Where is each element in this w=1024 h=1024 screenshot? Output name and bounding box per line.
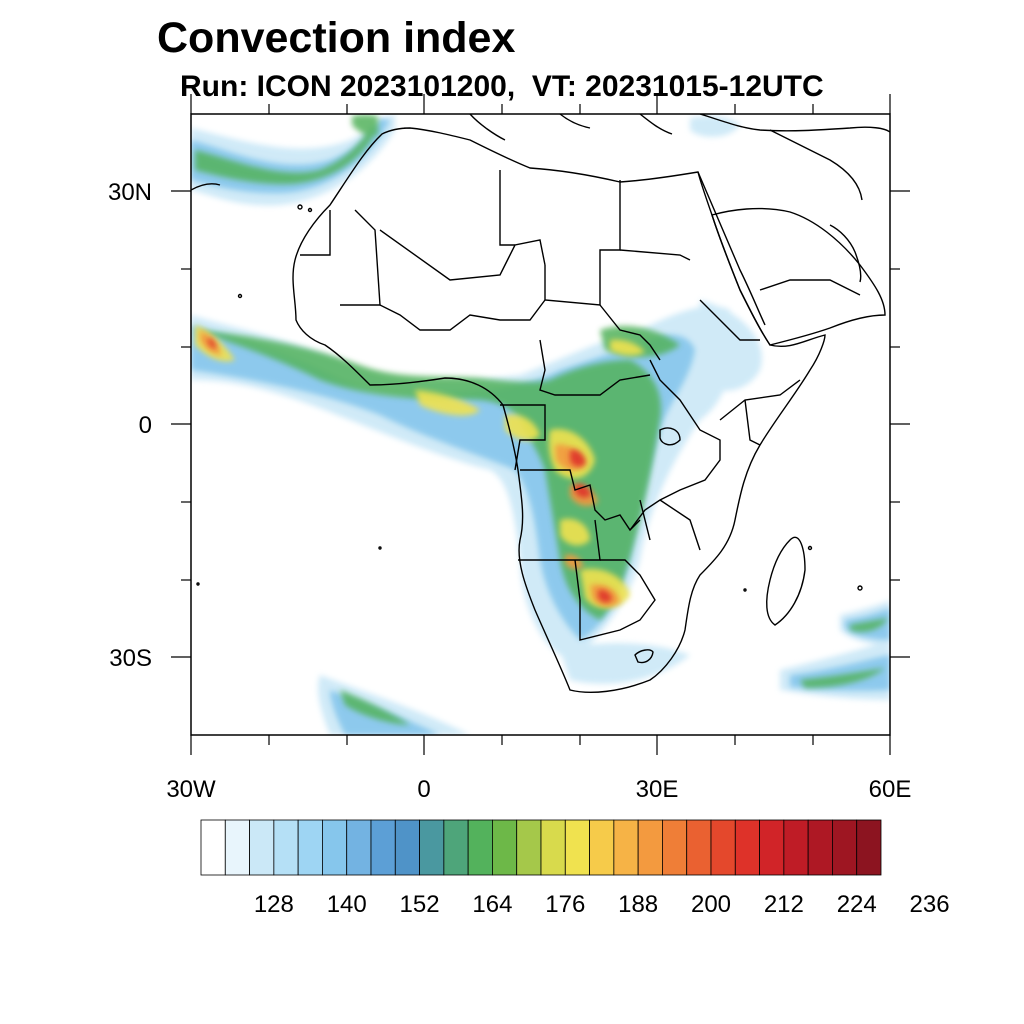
colorbar-label: 212: [764, 891, 804, 918]
colorbar-label: 188: [618, 891, 658, 918]
lat-label-30s: 30S: [109, 645, 152, 672]
colorbar-swatch: [249, 819, 275, 876]
colorbar-swatch: [370, 819, 396, 876]
lon-label-30w: 30W: [166, 776, 216, 803]
lon-label-0: 0: [417, 776, 430, 803]
colorbar-swatch: [564, 819, 590, 876]
colorbar-swatch: [273, 819, 299, 876]
colorbar-swatch: [443, 819, 469, 876]
colorbar-swatch: [832, 819, 858, 876]
colorbar-swatch: [759, 819, 785, 876]
colorbar-swatch: [637, 819, 663, 876]
colorbar-label: 200: [691, 891, 731, 918]
colorbar-swatch: [297, 819, 323, 876]
colorbar-swatch: [807, 819, 833, 876]
colorbar-label: 164: [472, 891, 512, 918]
colorbar-swatch: [224, 819, 250, 876]
lon-label-30e: 30E: [636, 776, 679, 803]
lat-label-30n: 30N: [108, 179, 152, 206]
convection-field: [191, 114, 890, 735]
colorbar-swatch: [856, 819, 882, 876]
colorbar-swatch: [467, 819, 493, 876]
colorbar-swatch: [662, 819, 688, 876]
colorbar-swatch: [589, 819, 615, 876]
colorbar-swatch: [394, 819, 420, 876]
colorbar-swatch: [346, 819, 372, 876]
colorbar-swatch: [516, 819, 542, 876]
coastlines: [191, 114, 890, 694]
colorbar: [200, 819, 882, 876]
colorbar-swatch: [783, 819, 809, 876]
chart-subtitle: Run: ICON 2023101200, VT: 20231015-12UTC: [180, 70, 824, 103]
colorbar-swatch: [492, 819, 518, 876]
colorbar-labels: 128 140 152 164 176 188 200 212 224 236: [254, 891, 950, 918]
colorbar-swatch: [540, 819, 566, 876]
lon-label-60e: 60E: [869, 776, 912, 803]
colorbar-label: 176: [545, 891, 585, 918]
colorbar-swatch: [200, 819, 226, 876]
colorbar-swatch: [322, 819, 348, 876]
colorbar-label: 140: [327, 891, 367, 918]
colorbar-label: 224: [837, 891, 877, 918]
colorbar-swatch: [613, 819, 639, 876]
chart-title: Convection index: [157, 14, 516, 62]
colorbar-swatch: [686, 819, 712, 876]
colorbar-label: 236: [910, 891, 950, 918]
colorbar-swatch: [734, 819, 760, 876]
colorbar-swatch: [710, 819, 736, 876]
axis-ticks: [171, 94, 910, 755]
colorbar-label: 152: [400, 891, 440, 918]
colorbar-swatch: [419, 819, 445, 876]
colorbar-label: 128: [254, 891, 294, 918]
lat-label-0: 0: [139, 412, 152, 439]
